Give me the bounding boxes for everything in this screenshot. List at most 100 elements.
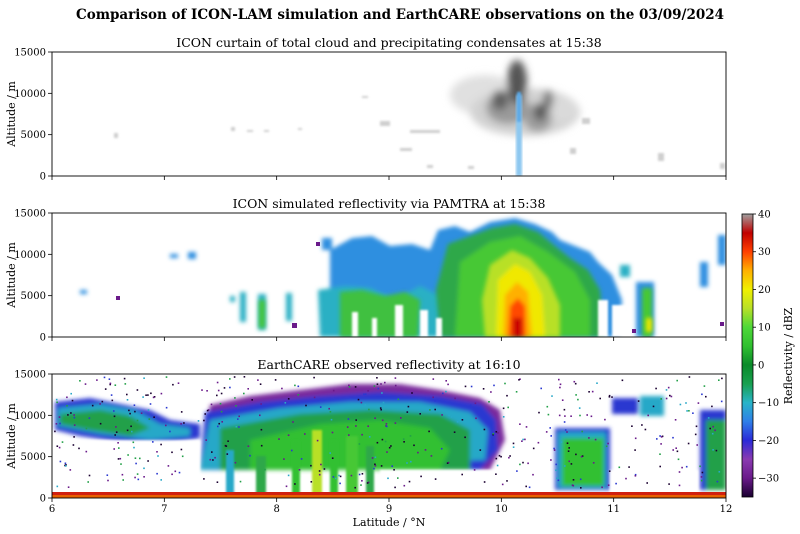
plot-area [52, 213, 726, 337]
noise-pixel [197, 420, 200, 422]
noise-pixel [205, 439, 207, 441]
noise-pixel [537, 441, 540, 444]
noise-pixel [203, 419, 205, 422]
colorbar-tick-label: 10 [758, 323, 771, 334]
noise-pixel [659, 453, 661, 455]
noise-pixel [71, 399, 74, 402]
noise-pixel [346, 426, 349, 428]
noise-pixel [172, 383, 174, 386]
noise-pixel [374, 463, 376, 466]
colorbar-label: Reflectivity / dBZ [782, 307, 795, 404]
noise-pixel [470, 385, 473, 388]
noise-pixel [564, 429, 567, 431]
noise-pixel [227, 440, 229, 442]
noise-pixel [259, 383, 262, 385]
noise-pixel [411, 392, 413, 394]
noise-pixel [59, 422, 61, 425]
noise-pixel [697, 402, 700, 404]
noise-pixel [402, 438, 405, 440]
noise-pixel [507, 406, 509, 409]
noise-pixel [559, 386, 561, 389]
noise-pixel [107, 479, 109, 482]
noise-pixel [88, 474, 91, 477]
noise-pixel [361, 433, 363, 436]
noise-pixel [678, 471, 681, 473]
noise-pixel [495, 457, 498, 460]
colorbar-ticks: −30 −20 −10 0 10 20 30 40 [753, 210, 779, 485]
noise-pixel [545, 431, 548, 433]
noise-pixel [498, 454, 501, 457]
noise-pixel [679, 403, 682, 406]
noise-pixel [574, 382, 577, 385]
noise-pixel [247, 388, 249, 390]
noise-pixel [512, 442, 515, 445]
noise-pixel [201, 389, 203, 391]
noise-pixel [229, 386, 231, 389]
noise-pixel [338, 474, 340, 477]
noise-pixel [483, 481, 486, 483]
noise-pixel [127, 454, 129, 456]
noise-pixel [114, 384, 117, 386]
noise-pixel [448, 414, 450, 417]
noise-pixel [350, 474, 353, 477]
noise-pixel [235, 405, 237, 407]
ytick-label: 15000 [14, 370, 46, 381]
noise-pixel [115, 431, 118, 433]
noise-pixel [692, 412, 694, 414]
noise-pixel [181, 455, 184, 458]
noise-pixel [274, 379, 277, 381]
noise-pixel [659, 465, 661, 468]
noise-pixel [700, 479, 703, 482]
noise-pixel [61, 441, 64, 443]
noise-pixel [304, 433, 306, 435]
noise-pixel [149, 403, 152, 405]
noise-pixel [480, 443, 483, 446]
noise-pixel [143, 467, 145, 470]
noise-pixel [720, 400, 723, 403]
noise-pixel [441, 414, 443, 416]
noise-pixel [564, 415, 566, 417]
noise-pixel [495, 473, 497, 475]
noise-pixel [391, 465, 393, 467]
noise-pixel [473, 469, 476, 471]
noise-pixel [103, 376, 106, 379]
noise-pixel [579, 414, 581, 417]
noise-pixel [165, 406, 168, 409]
noise-pixel [394, 486, 396, 489]
noise-pixel [525, 426, 528, 428]
noise-pixel [217, 425, 219, 428]
noise-pixel [85, 427, 88, 430]
noise-pixel [157, 455, 159, 457]
noise-pixel [563, 421, 566, 423]
noise-pixel [547, 413, 550, 416]
noise-pixel [331, 457, 334, 459]
noise-pixel [229, 378, 231, 380]
noise-pixel [474, 402, 477, 405]
noise-pixel [461, 419, 464, 421]
noise-pixel [676, 379, 678, 382]
xtick-label: 8 [273, 504, 279, 515]
noise-pixel [699, 465, 701, 468]
ytick-label: 10000 [14, 250, 46, 261]
noise-pixel [364, 393, 367, 395]
noise-pixel [397, 477, 399, 479]
noise-pixel [592, 462, 595, 464]
noise-pixel [287, 434, 290, 436]
noise-pixel [660, 443, 662, 445]
noise-pixel [133, 446, 135, 449]
noise-pixel [137, 478, 140, 481]
noise-pixel [217, 389, 220, 392]
noise-pixel [714, 429, 716, 432]
noise-pixel [171, 451, 173, 454]
noise-pixel [655, 387, 657, 390]
noise-pixel [570, 415, 572, 417]
noise-pixel [218, 422, 220, 425]
noise-pixel [672, 449, 674, 451]
noise-pixel [621, 379, 624, 382]
noise-pixel [136, 389, 139, 391]
noise-pixel [376, 383, 379, 385]
noise-pixel [115, 426, 117, 428]
noise-pixel [283, 458, 285, 460]
xtick-label: 12 [720, 504, 733, 515]
